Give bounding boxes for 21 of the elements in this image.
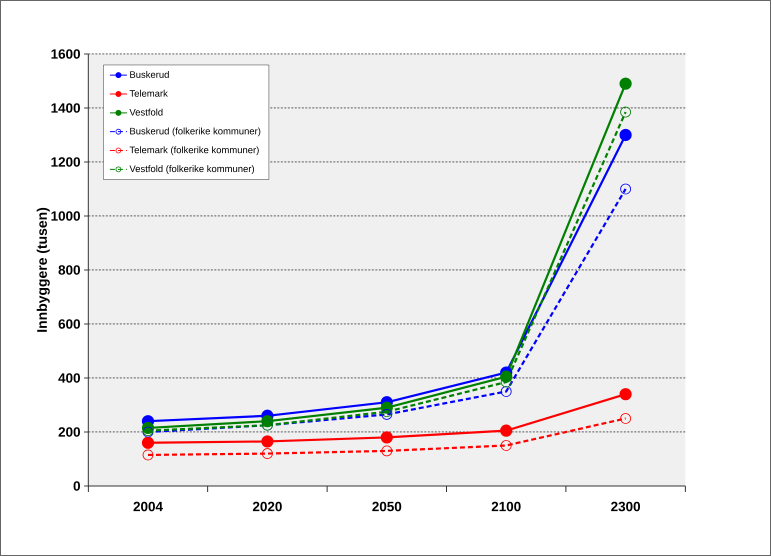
y-tick-label: 1400 — [51, 103, 80, 113]
y-tick-label: 600 — [58, 319, 80, 329]
x-tick-label: 2004 — [134, 502, 163, 512]
legend-label: Vestfold (folkerike kommuner) — [129, 165, 254, 174]
y-tick-label: 1600 — [51, 49, 80, 59]
legend-label: Buskerud — [130, 70, 169, 78]
legend-label: Telemark (folkerike kommuner) — [130, 146, 259, 156]
x-tick-label: 2020 — [252, 502, 282, 512]
x-tick-label: 2050 — [372, 502, 402, 512]
y-tick-label: 1000 — [51, 211, 80, 221]
y-tick-label: 200 — [58, 427, 80, 437]
y-tick-label: 0 — [74, 481, 80, 491]
y-tick-label: 1200 — [51, 157, 80, 167]
x-tick-label: 2300 — [611, 502, 640, 512]
legend-label: Vestfold — [129, 108, 162, 116]
y-tick-label: 800 — [58, 265, 80, 275]
y-tick-label: 400 — [58, 373, 80, 383]
legend-label: Buskerud (folkerike kommuner) — [130, 127, 260, 136]
legend-label: Telemark — [130, 90, 168, 97]
x-tick-label: 2100 — [492, 502, 521, 512]
y-axis-title: Innbyggere (tusen) — [36, 208, 50, 332]
